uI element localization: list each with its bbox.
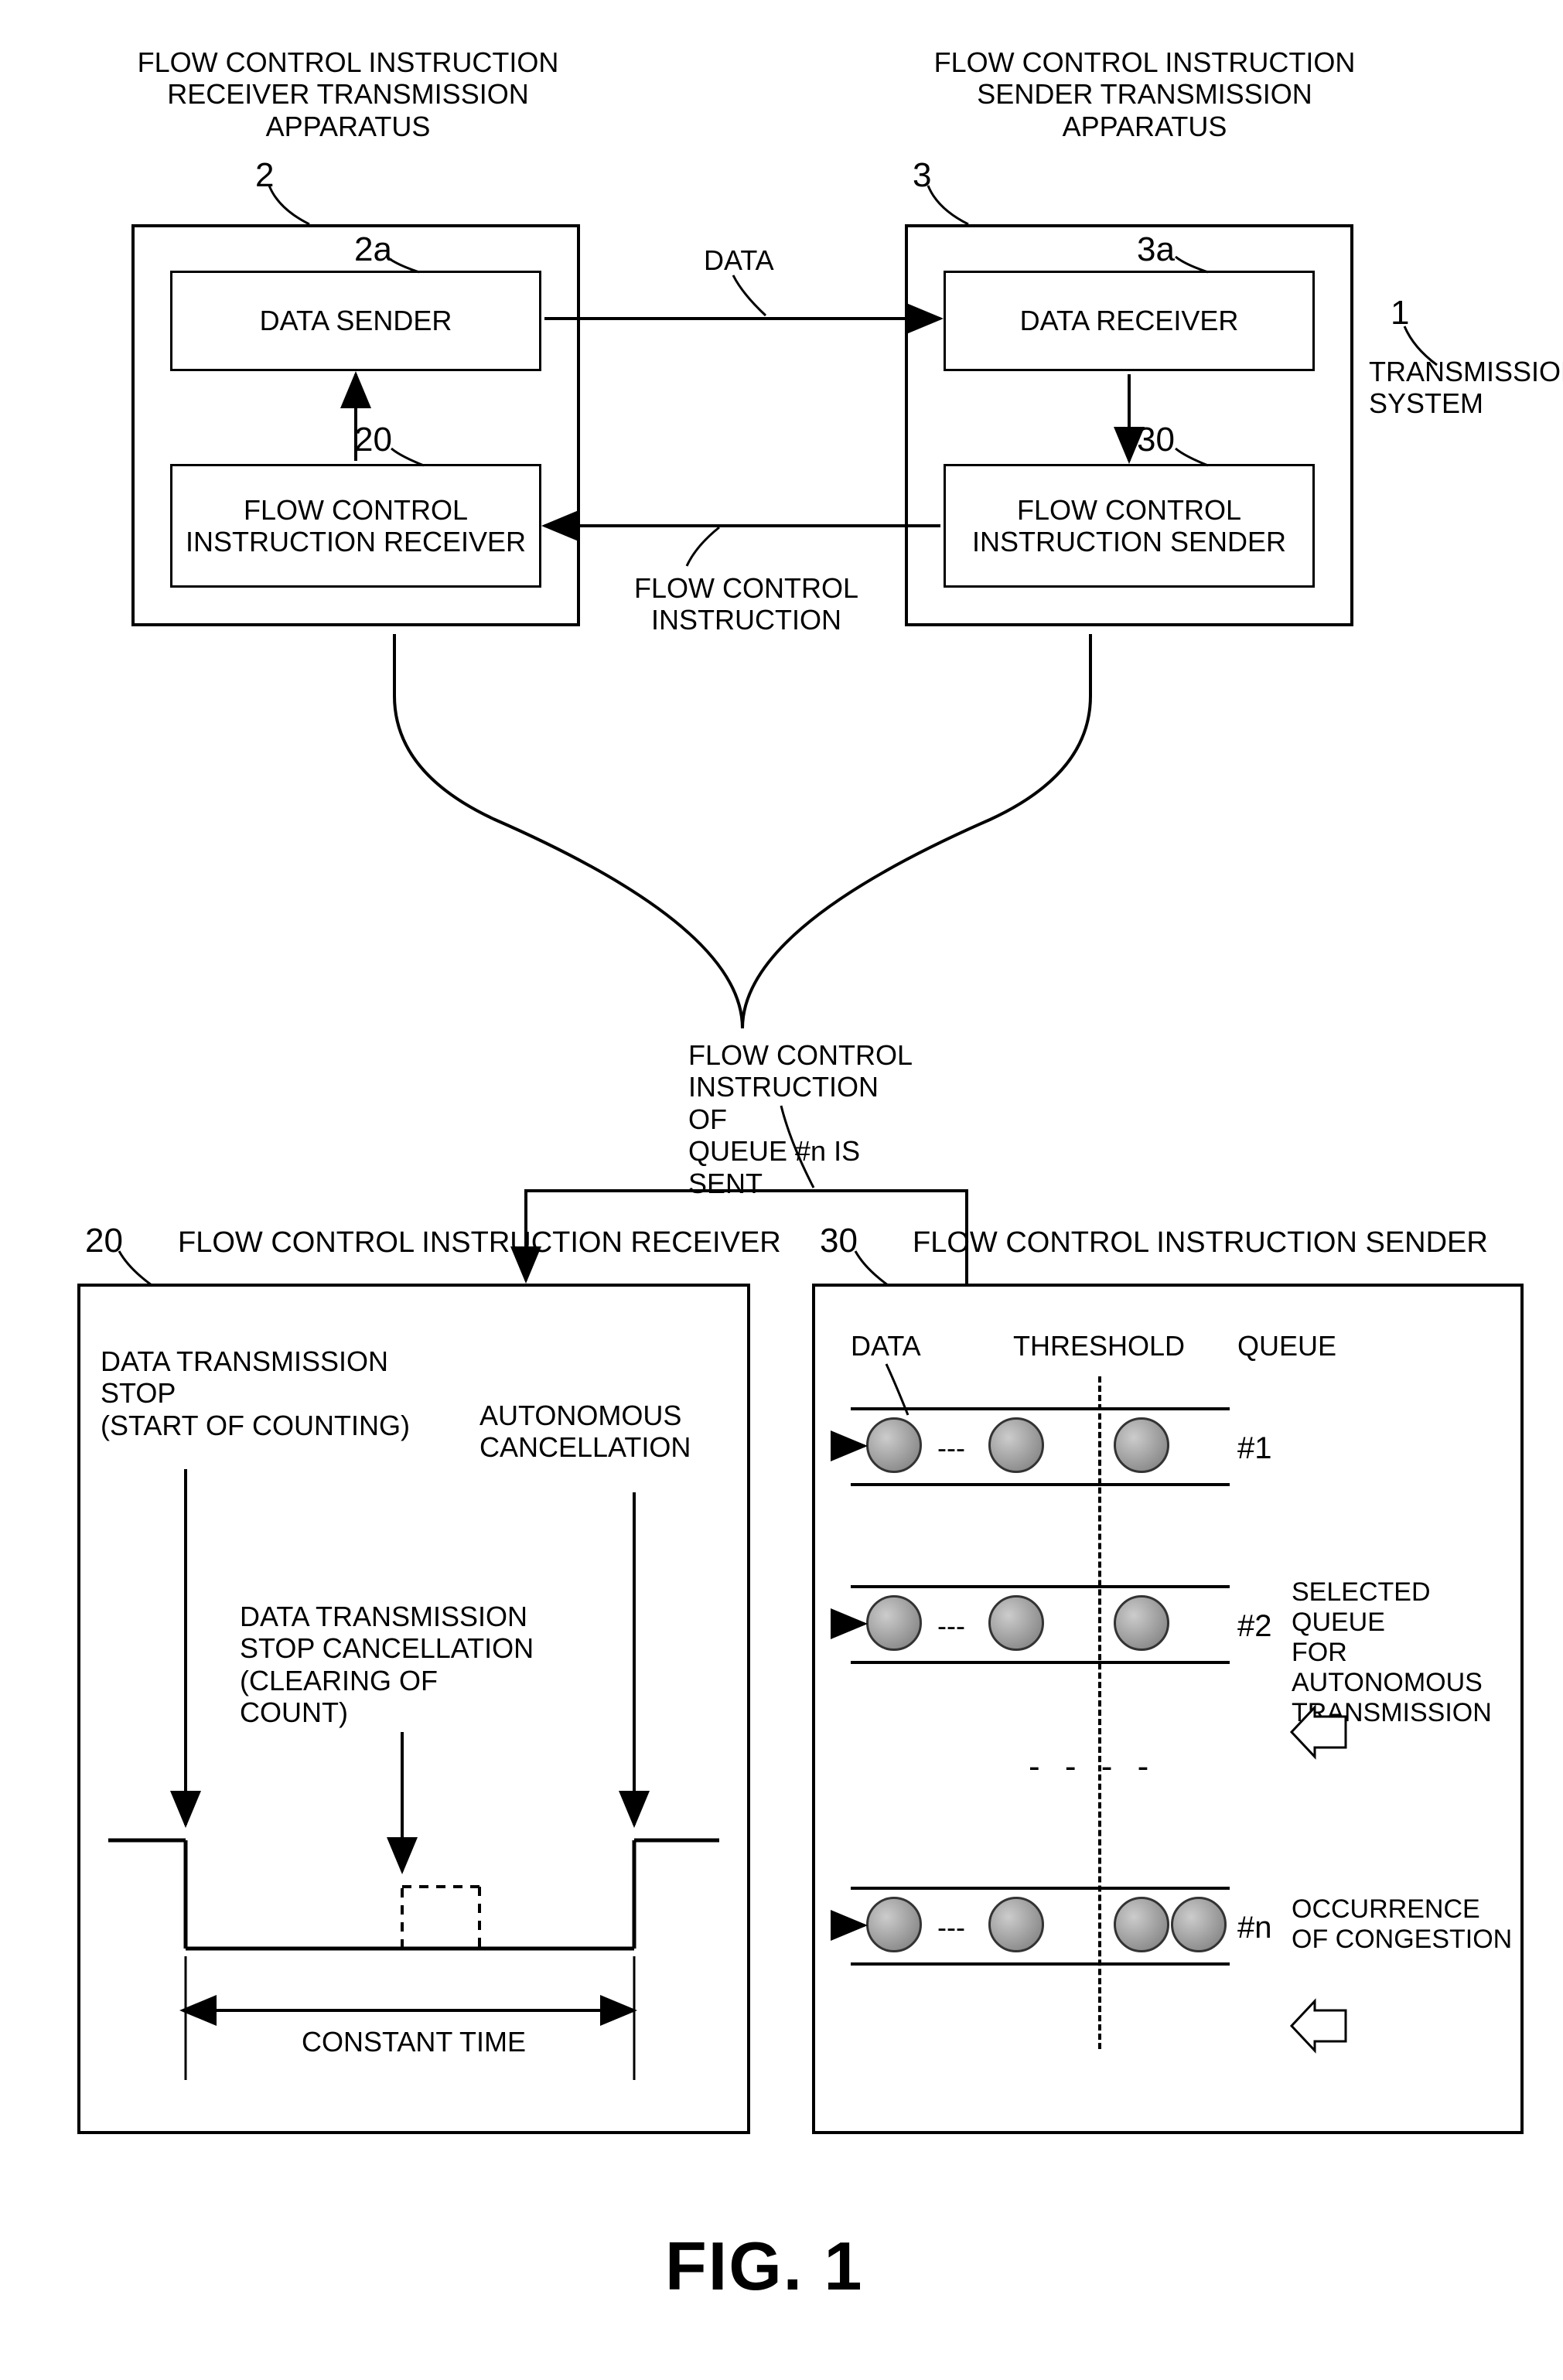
queuen-bot-rail: [851, 1962, 1230, 1966]
q1-data1: [866, 1417, 922, 1473]
auto-label: AUTONOMOUS CANCELLATION: [479, 1400, 719, 1464]
data-sender-num: 2a: [354, 230, 392, 269]
queue1-bot-rail: [851, 1483, 1230, 1486]
queue2-bot-rail: [851, 1661, 1230, 1664]
selected-queue-label: SELECTED QUEUE FOR AUTONOMOUS TRANSMISSI…: [1292, 1577, 1516, 1728]
figure-container: FLOW CONTROL INSTRUCTION RECEIVER TRANSM…: [31, 31, 1531, 2349]
queue2-label: #2: [1237, 1608, 1272, 1644]
right-apparatus-title: FLOW CONTROL INSTRUCTION SENDER TRANSMIS…: [905, 46, 1384, 142]
data-header: DATA: [851, 1330, 921, 1362]
right-bottom-num: 30: [820, 1222, 858, 1260]
fci-sender-box: FLOW CONTROL INSTRUCTION SENDER: [944, 464, 1315, 588]
data-receiver-label: DATA RECEIVER: [1020, 305, 1239, 336]
fci-receiver-box: FLOW CONTROL INSTRUCTION RECEIVER: [170, 464, 541, 588]
threshold-line: [1098, 1376, 1101, 2049]
stop-label: DATA TRANSMISSION STOP (START OF COUNTIN…: [101, 1345, 410, 1441]
left-apparatus-num: 2: [255, 156, 274, 195]
q1-data2: [988, 1417, 1044, 1473]
data-receiver-num: 3a: [1137, 230, 1175, 269]
qn-data2: [988, 1897, 1044, 1952]
middle-arrow-label: FLOW CONTROL INSTRUCTION OF QUEUE #n IS …: [688, 1039, 920, 1199]
left-apparatus-title: FLOW CONTROL INSTRUCTION RECEIVER TRANSM…: [108, 46, 588, 142]
data-sender-box: DATA SENDER: [170, 271, 541, 371]
data-sender-label: DATA SENDER: [260, 305, 452, 336]
left-bottom-title: FLOW CONTROL INSTRUCTION RECEIVER: [178, 1226, 781, 1260]
q1-dots: ---: [937, 1432, 965, 1464]
q2-data1: [866, 1595, 922, 1651]
q2-data3: [1114, 1595, 1169, 1651]
queue-header: QUEUE: [1237, 1330, 1336, 1362]
qn-data4: [1171, 1897, 1227, 1952]
fci-sender-num: 30: [1137, 421, 1175, 459]
cancel-label: DATA TRANSMISSION STOP CANCELLATION (CLE…: [240, 1601, 549, 1729]
system-label: TRANSMISSION SYSTEM: [1369, 356, 1563, 420]
figure-label: FIG. 1: [665, 2227, 864, 2306]
qn-data3: [1114, 1897, 1169, 1952]
q2-data2: [988, 1595, 1044, 1651]
congestion-label: OCCURRENCE OF CONGESTION: [1292, 1894, 1516, 1955]
q1-data3: [1114, 1417, 1169, 1473]
threshold-header: THRESHOLD: [1013, 1330, 1185, 1362]
q2-dots: ---: [937, 1610, 965, 1642]
time-label: CONSTANT TIME: [302, 2026, 526, 2058]
qn-data1: [866, 1897, 922, 1952]
data-arrow-label: DATA: [704, 244, 774, 276]
queue1-top-rail: [851, 1407, 1230, 1410]
system-num: 1: [1391, 294, 1409, 332]
queue2-top-rail: [851, 1585, 1230, 1588]
qn-dots: ---: [937, 1911, 965, 1943]
queue-vdots: - - - -: [1029, 1747, 1156, 1787]
right-bottom-title: FLOW CONTROL INSTRUCTION SENDER: [913, 1226, 1488, 1260]
right-apparatus-num: 3: [913, 156, 931, 195]
queuen-label: #n: [1237, 1910, 1272, 1945]
queuen-top-rail: [851, 1887, 1230, 1890]
left-bottom-num: 20: [85, 1222, 123, 1260]
fci-receiver-label: FLOW CONTROL INSTRUCTION RECEIVER: [186, 494, 526, 558]
fci-arrow-label: FLOW CONTROL INSTRUCTION: [626, 572, 866, 636]
queue1-label: #1: [1237, 1430, 1272, 1466]
fci-sender-label: FLOW CONTROL INSTRUCTION SENDER: [972, 494, 1286, 558]
fci-receiver-num: 20: [354, 421, 392, 459]
data-receiver-box: DATA RECEIVER: [944, 271, 1315, 371]
